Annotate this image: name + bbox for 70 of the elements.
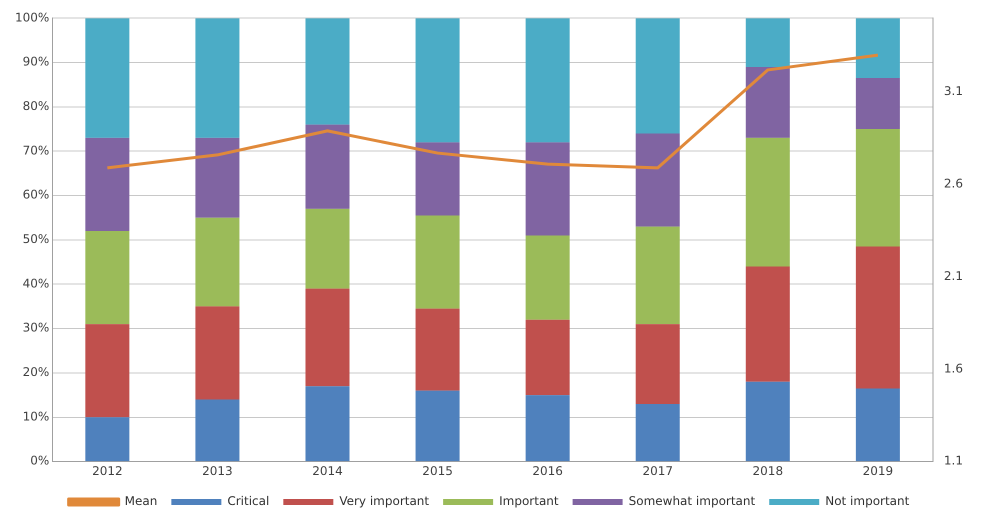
y-tick-label: 70% xyxy=(22,143,50,158)
bar xyxy=(195,400,240,462)
bar xyxy=(526,142,570,236)
legend-label: Mean xyxy=(124,494,158,508)
y2-tick-label: 2.1 xyxy=(944,268,964,283)
x-tick-label: 2012 xyxy=(92,464,123,478)
bar xyxy=(526,395,570,462)
bar xyxy=(305,124,350,209)
bar xyxy=(195,306,240,400)
bar xyxy=(305,208,350,289)
x-tick-label: 2017 xyxy=(642,464,673,478)
bar xyxy=(856,246,900,388)
y-tick-label: 60% xyxy=(22,188,50,202)
bar xyxy=(856,388,900,462)
bar xyxy=(526,18,570,142)
x-tick-label: 2015 xyxy=(422,464,453,478)
bar xyxy=(195,18,240,138)
y-tick-label: 80% xyxy=(22,99,50,114)
bar xyxy=(416,216,460,309)
y2-tick-label: 3.1 xyxy=(944,84,964,98)
legend-label: Very important xyxy=(339,494,430,508)
x-tick-label: 2013 xyxy=(202,464,233,478)
bar xyxy=(636,324,680,404)
legend-label: Not important xyxy=(825,494,910,508)
bar xyxy=(636,404,680,462)
bar xyxy=(526,235,570,320)
bar xyxy=(856,129,900,247)
bar xyxy=(636,18,680,134)
legend-label: Important xyxy=(499,494,559,508)
y-tick-label: 20% xyxy=(22,365,50,380)
y-tick-label: 0% xyxy=(30,454,50,468)
x-tick-label: 2014 xyxy=(312,464,343,478)
y-tick-label: 50% xyxy=(22,232,50,246)
bar xyxy=(85,324,130,418)
bar xyxy=(85,231,130,324)
legend-label: Somewhat important xyxy=(628,494,756,508)
bar xyxy=(305,386,350,462)
x-tick-label: 2019 xyxy=(862,464,894,478)
bar xyxy=(416,390,460,462)
x-tick-label: 2018 xyxy=(752,464,784,478)
bar xyxy=(195,138,240,218)
bar xyxy=(85,138,130,232)
bar xyxy=(746,266,790,382)
bar xyxy=(416,308,460,391)
y-tick-label: 10% xyxy=(22,409,50,424)
bar xyxy=(636,226,680,324)
bar xyxy=(195,218,240,306)
bar xyxy=(746,66,790,138)
bar xyxy=(746,18,790,67)
bar xyxy=(85,18,130,138)
bar xyxy=(856,78,900,130)
bar xyxy=(305,18,350,125)
bar xyxy=(416,18,460,142)
y-tick-label: 30% xyxy=(22,320,50,335)
bar xyxy=(416,142,460,216)
bar xyxy=(636,133,680,227)
y2-tick-label: 2.6 xyxy=(944,176,964,191)
bar xyxy=(856,18,900,78)
y-tick-label: 90% xyxy=(22,54,50,69)
bar xyxy=(746,138,790,267)
y2-tick-label: 1.1 xyxy=(944,454,964,468)
bar xyxy=(746,382,790,462)
legend-label: Critical xyxy=(227,494,270,508)
bar xyxy=(85,417,130,462)
bar xyxy=(305,288,350,386)
y2-tick-label: 1.6 xyxy=(944,361,964,376)
y-tick-label: 40% xyxy=(22,276,50,290)
x-tick-label: 2016 xyxy=(532,464,563,478)
y-tick-label: 100% xyxy=(14,10,50,24)
bar xyxy=(526,320,570,396)
